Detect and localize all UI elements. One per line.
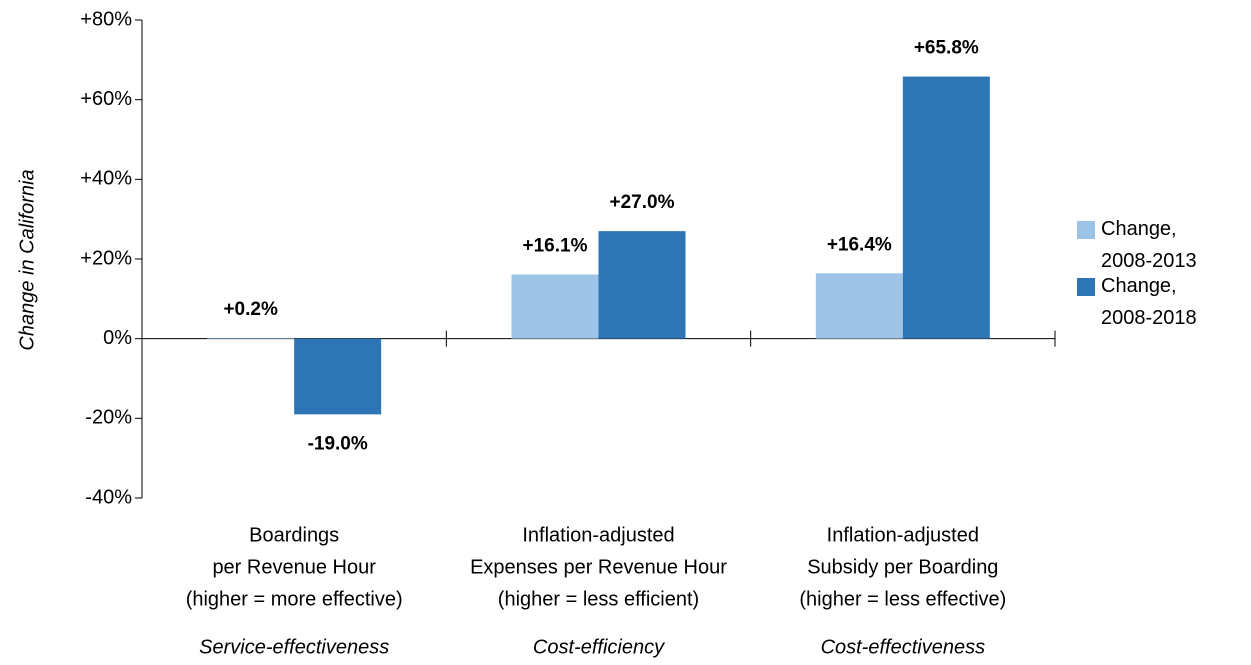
category-group-label: Cost-efficiency — [533, 636, 665, 658]
legend-label-line: 2008-2018 — [1101, 307, 1197, 329]
legend-label: Change, 2008-2013 — [1101, 218, 1197, 272]
x-tick-label: per Revenue Hour — [212, 556, 376, 578]
y-tick-label: +20% — [80, 247, 132, 269]
data-label: +27.0% — [610, 192, 675, 213]
y-axis-label: Change in California — [16, 169, 38, 350]
y-tick-label: -20% — [85, 407, 132, 429]
x-tick-label: (higher = less effective) — [799, 588, 1006, 610]
x-tick-label: Boardings — [249, 524, 339, 546]
bar — [207, 337, 295, 339]
y-tick-label: -40% — [85, 486, 132, 508]
bar — [294, 338, 382, 415]
x-tick-label: Inflation-adjusted — [522, 524, 674, 546]
data-label: +0.2% — [223, 299, 278, 320]
x-tick-label: (higher = less efficient) — [498, 588, 699, 610]
bar — [815, 273, 903, 339]
y-tick-label: 0% — [103, 327, 132, 349]
category-group-label: Service-effectiveness — [199, 636, 389, 658]
legend-swatch — [1077, 221, 1095, 239]
bar — [598, 231, 686, 339]
x-tick-label: (higher = more effective) — [186, 588, 403, 610]
x-tick-label: Inflation-adjusted — [827, 524, 979, 546]
y-tick-label: +80% — [80, 8, 132, 30]
legend-label-line: Change, — [1101, 218, 1177, 240]
x-tick-label: Subsidy per Boarding — [807, 556, 998, 578]
data-label: +65.8% — [914, 38, 979, 59]
y-tick-label: +60% — [80, 88, 132, 110]
legend-label-line: Change, — [1101, 275, 1177, 297]
data-label: +16.1% — [523, 236, 588, 257]
legend-label: Change, 2008-2018 — [1101, 275, 1197, 329]
x-tick-label: Expenses per Revenue Hour — [470, 556, 727, 578]
bar — [902, 76, 990, 339]
legend-label-line: 2008-2013 — [1101, 250, 1197, 272]
data-label: -19.0% — [308, 433, 368, 454]
bar — [511, 274, 599, 339]
legend-swatch — [1077, 278, 1095, 296]
data-label: +16.4% — [827, 234, 892, 255]
category-group-label: Cost-effectiveness — [821, 636, 986, 658]
y-tick-label: +40% — [80, 168, 132, 190]
